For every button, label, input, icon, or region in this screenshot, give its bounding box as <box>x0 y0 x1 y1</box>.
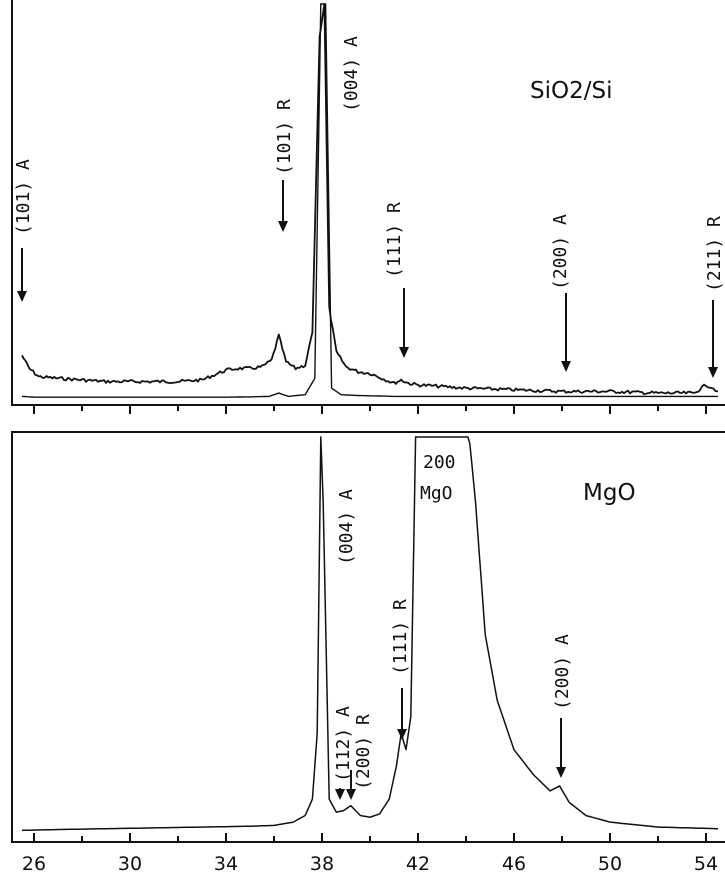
peak-arrowhead <box>335 789 345 800</box>
peak-arrowhead <box>397 729 407 740</box>
bottom-panel-traces <box>21 436 718 832</box>
bottom-panel-annotations: (004) A (112) A (200) R (111) R 200 MgO (200) … <box>333 452 573 800</box>
xrd-trace-1-0 <box>21 436 718 832</box>
peak-arrowhead <box>708 367 718 378</box>
xrd-trace-0-0 <box>21 3 719 396</box>
peak-label: (111) R <box>384 202 405 278</box>
panel-mgo: 26 30 34 38 42 46 50 54 MgO (004) A(112) A (200)… <box>11 431 725 875</box>
peak-arrowhead <box>17 291 27 302</box>
top-panel-x-ticks <box>33 405 707 414</box>
x-tick-label: 34 <box>214 853 238 875</box>
x-tick-label: 26 <box>22 853 46 875</box>
top-panel-annotations: (101) A (101) R (004) A (111) R (200) A (211)… <box>13 36 725 378</box>
xrd-trace-0-1 <box>21 3 718 398</box>
peak-label: (101) A <box>13 159 34 235</box>
peak-label: (200) A <box>552 634 573 710</box>
panel-label-mgo: MgO <box>583 480 636 506</box>
bottom-panel-x-ticks: 26 30 34 38 42 46 50 54 <box>22 833 718 875</box>
peak-arrowhead <box>278 221 288 232</box>
peak-label: (112) A <box>333 706 354 782</box>
peak-label: (004) A <box>336 489 357 565</box>
peak-label: (200) R <box>353 714 374 790</box>
x-tick-label: 42 <box>406 853 430 875</box>
top-panel-frame <box>11 0 725 406</box>
x-tick-label: 30 <box>118 853 142 875</box>
peak-label-mgo: MgO <box>420 483 453 504</box>
peak-label: (211) R <box>704 216 725 292</box>
peak-arrowhead <box>556 767 566 778</box>
peak-label-200: 200 <box>423 452 456 473</box>
x-tick-label: 38 <box>310 853 334 875</box>
panel-label-sio2-si: SiO2/Si <box>530 78 612 104</box>
bottom-panel-frame <box>11 431 725 843</box>
peak-label: (101) R <box>274 99 295 175</box>
peak-label: (111) R <box>390 599 411 675</box>
panel-sio2-si: SiO2/Si (101) A (101) R (004) A (111) R (200… <box>11 0 725 414</box>
x-tick-label: 50 <box>598 853 622 875</box>
x-tick-label: 46 <box>502 853 526 875</box>
peak-label: (200) A <box>550 214 571 290</box>
x-tick-label: 54 <box>694 853 718 875</box>
top-panel-traces <box>21 3 719 398</box>
peak-label: (004) A <box>341 36 362 112</box>
peak-arrowhead <box>561 361 571 372</box>
peak-arrowhead <box>399 347 409 358</box>
peak-arrowhead <box>346 789 356 800</box>
